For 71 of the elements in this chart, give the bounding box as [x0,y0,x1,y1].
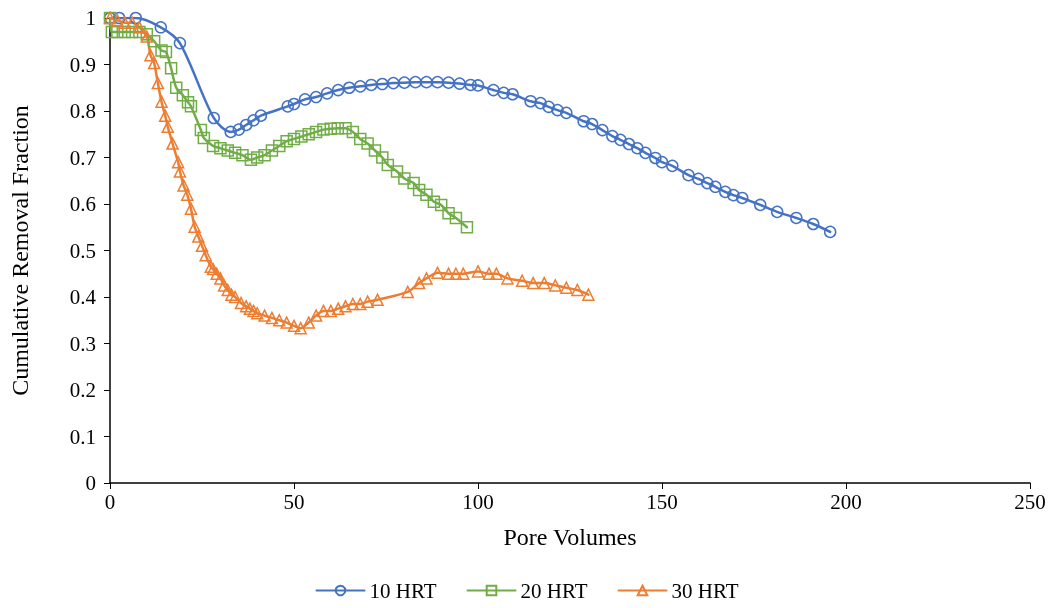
point [302,128,315,141]
point [159,45,173,59]
point [221,144,235,157]
y-tick-label: 0.6 [69,192,96,216]
point [420,188,433,201]
point [250,151,264,164]
point [324,122,338,135]
legend-label: 30 HRT [671,578,739,603]
y-tick-label: 0.5 [69,238,96,263]
y-tick-label: 0.7 [69,145,96,170]
y-tick-label: 0 [85,471,96,495]
point [133,25,146,39]
y-tick-label: 0.2 [69,378,96,402]
legend-label: 20 HRT [520,578,588,603]
point [206,139,220,153]
point [331,121,345,135]
point [273,139,286,153]
point [265,144,279,157]
point [361,137,374,150]
point [295,130,308,143]
point [280,134,293,148]
point [368,144,382,157]
x-tick-label: 250 [1014,489,1046,514]
point [317,123,330,136]
x-tick-label: 50 [283,489,305,514]
point [427,195,441,208]
point [155,44,168,57]
point [105,25,119,39]
legend-label: 10 HRT [369,578,437,603]
y-tick-label: 0.1 [69,424,96,449]
point [244,153,258,167]
point [339,121,352,135]
y-tick-label: 1 [85,6,96,30]
point [236,148,249,162]
point [147,35,161,48]
point [390,165,404,178]
point [184,100,198,113]
point [398,172,411,185]
point [346,125,360,139]
x-tick-label: 200 [830,489,862,514]
x-axis-title: Pore Volumes [503,524,637,550]
point [194,123,208,137]
point [228,146,242,160]
point [353,132,367,146]
point [407,176,420,190]
point [176,88,190,102]
y-axis-title: Cumulative Removal Fraction [7,105,33,396]
point [376,151,389,164]
point [460,221,474,234]
point [169,81,183,94]
point [118,25,131,39]
x-tick-label: 0 [104,489,116,514]
point [309,125,323,139]
point [258,148,271,162]
point [381,158,395,172]
y-tick-label: 0.3 [69,331,96,356]
y-tick-label: 0.4 [69,285,97,309]
point [287,132,301,146]
y-tick-label: 0.9 [69,52,96,77]
point [125,25,139,39]
point [412,183,426,197]
y-tick-label: 0.8 [69,99,96,123]
point [214,141,227,155]
x-tick-label: 150 [646,489,678,514]
point [181,95,195,109]
point [434,198,448,212]
point [449,211,463,225]
point [442,207,455,220]
point [164,61,178,75]
point [197,131,211,145]
x-tick-label: 100 [462,489,494,514]
